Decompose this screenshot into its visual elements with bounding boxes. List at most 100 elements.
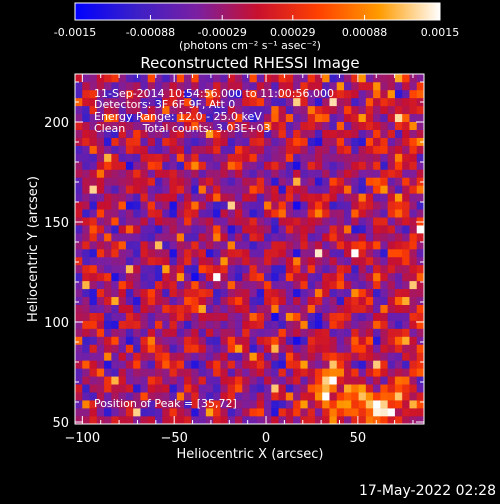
heatmap-cell <box>220 400 228 409</box>
heatmap-cell <box>278 376 287 385</box>
heatmap-cell <box>387 241 396 250</box>
heatmap-cell <box>191 225 199 234</box>
heatmap-cell <box>96 352 105 361</box>
heatmap-cell <box>358 145 367 154</box>
colorbar-tick-label: 0.0015 <box>421 26 460 39</box>
heatmap-cell <box>118 249 127 258</box>
heatmap-cell <box>169 169 178 178</box>
heatmap-cell <box>249 113 258 123</box>
heatmap-cell <box>322 256 330 266</box>
heatmap-cell <box>118 344 127 353</box>
heatmap-cell <box>96 320 105 329</box>
heatmap-cell <box>264 153 272 162</box>
heatmap-cell <box>82 193 90 202</box>
heatmap-cell <box>198 241 207 250</box>
heatmap-cell <box>402 312 410 321</box>
heatmap-cell <box>198 74 207 83</box>
heatmap-cell <box>111 408 119 417</box>
heatmap-cell <box>409 209 418 218</box>
heatmap-cell <box>256 328 265 337</box>
heatmap-cell <box>387 145 396 154</box>
heatmap-cell <box>271 312 279 321</box>
heatmap-cell <box>220 97 228 107</box>
heatmap-cell <box>184 376 192 385</box>
heatmap-cell <box>365 201 374 210</box>
heatmap-cell <box>329 121 338 130</box>
heatmap-cell <box>300 384 308 393</box>
heatmap-cell <box>344 129 352 138</box>
heatmap-cell <box>82 352 90 361</box>
heatmap-cell <box>82 249 90 258</box>
heatmap-cell <box>271 193 279 202</box>
heatmap-cell <box>169 312 178 321</box>
heatmap-cell <box>300 328 308 337</box>
heatmap-cell <box>344 81 352 91</box>
heatmap-cell <box>402 137 410 146</box>
heatmap-cell <box>133 249 141 258</box>
heatmap-cell <box>264 312 272 321</box>
heatmap-cell <box>387 328 396 337</box>
heatmap-cell <box>314 256 323 266</box>
heatmap-cell <box>89 129 98 138</box>
heatmap-cell <box>293 225 301 234</box>
heatmap-cell <box>104 81 112 91</box>
heatmap-cell <box>198 368 207 377</box>
heatmap-cell <box>336 272 345 282</box>
heatmap-cell <box>380 320 388 329</box>
heatmap-cell <box>205 201 214 210</box>
heatmap-cell <box>373 193 381 202</box>
heatmap-cell <box>169 153 178 162</box>
heatmap-cell <box>387 185 396 194</box>
colorbar <box>74 2 441 21</box>
heatmap-cell <box>344 400 352 409</box>
heatmap-cell <box>89 280 98 290</box>
heatmap-cell <box>249 384 258 393</box>
heatmap-cell <box>96 272 105 282</box>
heatmap-cell <box>140 336 149 345</box>
heatmap-cell <box>96 296 105 305</box>
heatmap-cell <box>227 185 236 194</box>
heatmap-cell <box>264 129 272 138</box>
heatmap-cell <box>264 408 272 417</box>
heatmap-cell <box>394 280 403 290</box>
heatmap-cell <box>89 256 98 266</box>
heatmap-cell <box>104 161 112 170</box>
heatmap-cell <box>278 137 287 146</box>
heatmap-cell <box>293 105 301 115</box>
heatmap-cell <box>278 272 287 282</box>
heatmap-cell <box>147 121 156 130</box>
heatmap-cell <box>256 352 265 361</box>
heatmap-cell <box>300 233 308 242</box>
heatmap-cell <box>118 288 127 298</box>
heatmap-cell <box>111 145 119 154</box>
heatmap-cell <box>111 272 119 282</box>
heatmap-cell <box>104 193 112 202</box>
heatmap-cell <box>394 288 403 298</box>
heatmap-cell <box>104 416 112 425</box>
heatmap-cell <box>380 89 388 99</box>
heatmap-cell <box>373 344 381 353</box>
heatmap-cell <box>394 233 403 242</box>
heatmap-cell <box>234 121 243 130</box>
heatmap-cell <box>227 352 236 361</box>
heatmap-cell <box>256 304 265 313</box>
heatmap-cell <box>169 400 178 409</box>
heatmap-cell <box>111 416 119 425</box>
heatmap-cell <box>329 280 338 290</box>
heatmap-cell <box>249 185 258 194</box>
heatmap-cell <box>227 360 236 369</box>
heatmap-cell <box>365 217 374 226</box>
heatmap-cell <box>198 288 207 298</box>
heatmap-cell <box>307 392 316 401</box>
heatmap-cell <box>184 400 192 409</box>
heatmap-cell <box>365 256 374 266</box>
heatmap-cell <box>387 209 396 218</box>
heatmap-cell <box>293 264 301 274</box>
heatmap-cell <box>176 105 185 115</box>
heatmap-cell <box>198 344 207 353</box>
heatmap-cell <box>242 177 250 186</box>
heatmap-cell <box>293 368 301 377</box>
heatmap-cell <box>380 145 388 154</box>
heatmap-cell <box>329 137 338 146</box>
heatmap-cell <box>300 185 308 194</box>
